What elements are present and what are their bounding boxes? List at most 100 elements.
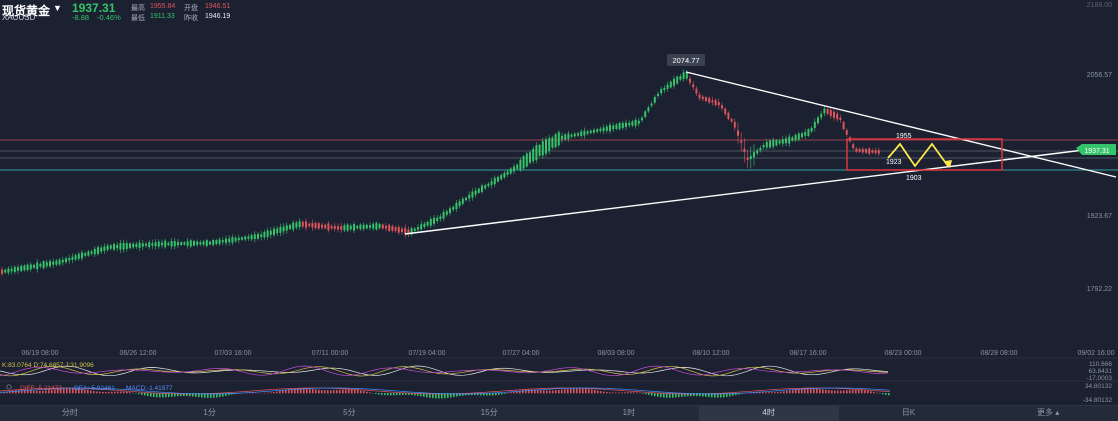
macd-bar (69, 388, 71, 393)
candle-body (529, 152, 531, 162)
macd-bar (543, 390, 545, 393)
macd-bar (348, 389, 350, 393)
x-tick: 08/23 00:00 (885, 350, 922, 357)
candle-body (356, 226, 358, 228)
candle-body (276, 229, 278, 233)
candle-body (129, 243, 131, 248)
macd-bar (651, 393, 653, 396)
candle-body (683, 72, 685, 79)
macd-bar (615, 393, 617, 394)
tab-more[interactable]: 更多 ▴ (978, 406, 1118, 421)
candle-body (414, 229, 416, 231)
macd-bar (576, 388, 578, 393)
macd-bar (627, 392, 629, 393)
macd-bar (498, 393, 500, 395)
candle-body (302, 222, 304, 227)
kdj-axis-label: 63.8431 (1089, 368, 1113, 375)
prev-close-value: 1946.19 (205, 13, 230, 20)
candle-body (823, 108, 825, 113)
dropdown-caret-icon[interactable]: ▼ (53, 3, 62, 13)
candle-body (135, 244, 137, 247)
macd-bar (612, 392, 614, 393)
candle-body (465, 198, 467, 200)
candle-body (219, 239, 221, 243)
candle-body (811, 128, 813, 132)
macd-bar (276, 392, 278, 394)
macd-bar (549, 390, 551, 393)
candle-body (46, 262, 48, 266)
macd-bar (660, 393, 662, 397)
candle-body (583, 131, 585, 136)
candle-body (571, 135, 573, 137)
macd-bar (147, 393, 149, 396)
candle-body (715, 100, 717, 105)
candle-body (727, 113, 729, 119)
candle-body (171, 241, 173, 247)
candle-body (251, 235, 253, 239)
candle-body (734, 122, 736, 128)
price-chart[interactable]: 2074.77 1955 1923 1903 1937.31 2188.00 2… (0, 0, 1118, 405)
tab-daily[interactable]: 日K (839, 406, 979, 421)
candle-body (699, 94, 701, 98)
candle-body (689, 79, 691, 83)
macd-bar (858, 390, 860, 393)
candle-body (417, 227, 419, 230)
candle-body (788, 137, 790, 144)
open-label: 开盘 (184, 3, 198, 13)
candle-body (542, 141, 544, 155)
candle-body (497, 177, 499, 182)
candle-body (119, 243, 121, 249)
eye-icon (7, 385, 11, 389)
tab-15min[interactable]: 15分 (419, 406, 559, 421)
candle-body (795, 135, 797, 140)
candle-body (139, 243, 141, 248)
x-tick: 07/03 16:00 (215, 350, 252, 357)
macd-bar (273, 392, 275, 393)
candle-body (260, 234, 262, 237)
candle-body (187, 241, 189, 246)
macd-bar (378, 393, 380, 395)
candle-body (241, 237, 243, 239)
y-tick: 1792.22 (1087, 286, 1112, 293)
macd-bar (387, 393, 389, 395)
candle-body (737, 130, 739, 135)
macd-bar (594, 390, 596, 393)
candle-body (455, 203, 457, 209)
candle-body (68, 258, 70, 260)
macd-value: MACD:-1.41977 (126, 385, 173, 392)
macd-bar (375, 393, 377, 394)
macd-bar (339, 390, 341, 394)
tab-4hour[interactable]: 4时 (699, 406, 839, 421)
macd-bar (270, 392, 272, 393)
candle-body (30, 264, 32, 269)
macd-bar (258, 393, 260, 394)
candle-body (193, 241, 195, 245)
candle-body (852, 144, 854, 148)
candle-body (615, 125, 617, 129)
candle-body (212, 240, 214, 245)
macd-bar (567, 389, 569, 393)
candle-body (804, 132, 806, 136)
level-1923-label: 1923 (886, 159, 902, 166)
macd-bar (783, 391, 785, 393)
macd-bar (588, 389, 590, 393)
candle-body (507, 171, 509, 174)
tab-5min[interactable]: 5分 (280, 406, 420, 421)
x-tick: 09/02 16:00 (1078, 350, 1115, 357)
candle-body (494, 178, 496, 184)
candle-body (97, 247, 99, 254)
macd-bar (150, 393, 152, 397)
price-change-pct: -0.46% (97, 13, 121, 22)
macd-bar (774, 392, 776, 393)
candle-body (695, 89, 697, 94)
candle-body (167, 243, 169, 245)
macd-bar (105, 392, 107, 393)
candle-body (55, 260, 57, 264)
timeframe-tabs: 分时 1分 5分 15分 1时 4时 日K 更多 ▴ (0, 405, 1118, 421)
tab-intraday[interactable]: 分时 (0, 406, 140, 421)
tab-1hour[interactable]: 1时 (559, 406, 699, 421)
candle-body (14, 267, 16, 272)
tab-1min[interactable]: 1分 (140, 406, 280, 421)
candle-body (868, 148, 870, 153)
candle-body (622, 123, 624, 128)
